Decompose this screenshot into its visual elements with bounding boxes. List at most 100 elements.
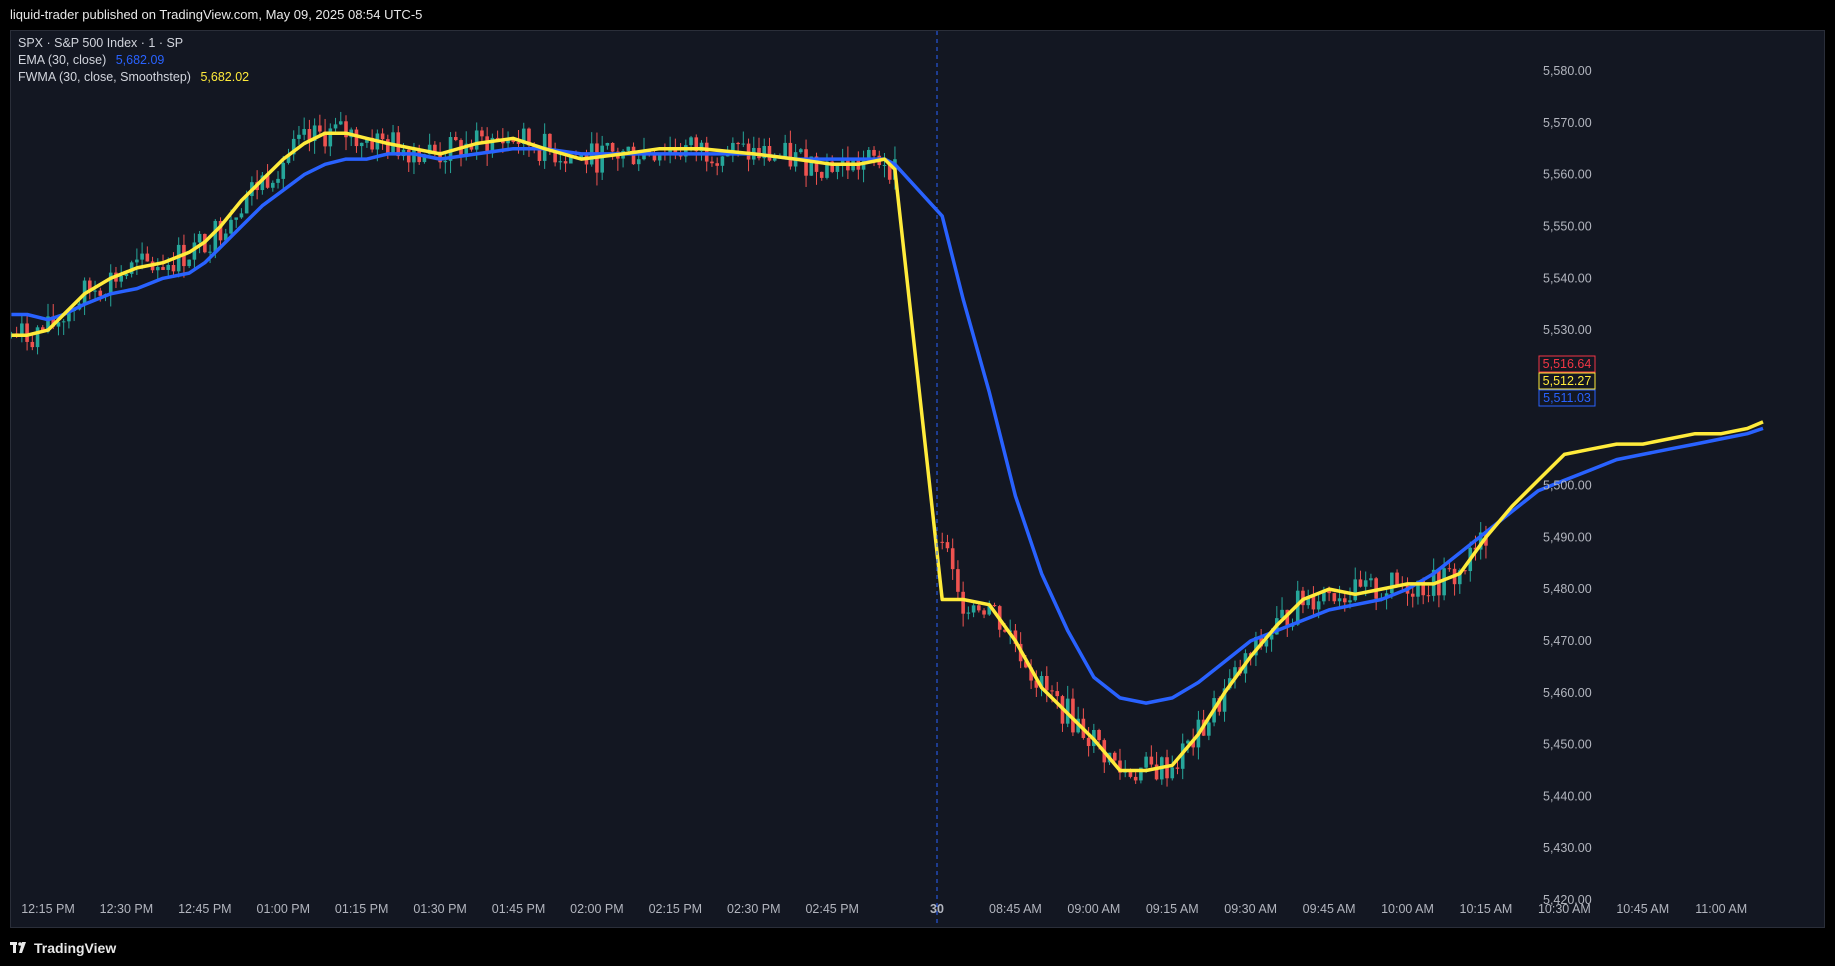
candle-body bbox=[412, 150, 416, 163]
price-label-box-last bbox=[1538, 355, 1596, 373]
candle-body bbox=[161, 267, 165, 270]
candle-body bbox=[1207, 722, 1211, 736]
candle-body bbox=[1342, 598, 1347, 603]
tradingview-logo-icon bbox=[10, 942, 26, 953]
x-tick-label: 10:30 AM bbox=[1538, 902, 1591, 916]
legend-ema-label[interactable]: EMA (30, close) bbox=[18, 53, 107, 67]
candle-body bbox=[187, 259, 191, 267]
candle-body bbox=[950, 548, 955, 570]
chart-canvas[interactable]: 5,580.00 5,570.00 5,560.00 5,550.00 5,540.00… bbox=[11, 31, 1824, 927]
candle-body bbox=[971, 605, 976, 613]
x-tick-label: 09:15 AM bbox=[1146, 902, 1199, 916]
candle-body bbox=[51, 316, 56, 327]
price-label-box-fwma bbox=[1538, 372, 1596, 390]
legend-fwma-value: 5,682.02 bbox=[200, 70, 250, 84]
price-axis: 5,580.00 5,570.00 5,560.00 5,550.00 5,540.00… bbox=[1543, 64, 1592, 907]
candle-body bbox=[1410, 593, 1415, 597]
candle-body bbox=[1044, 676, 1049, 691]
y-tick-label: 5,580.00 bbox=[1543, 64, 1592, 78]
candle-body bbox=[762, 145, 767, 159]
candle-body bbox=[406, 149, 411, 163]
tradingview-logo[interactable]: TradingView bbox=[10, 940, 116, 956]
legend-symbol[interactable]: SPX · S&P 500 Index · 1 · SP bbox=[18, 36, 184, 50]
candle-body bbox=[1180, 743, 1185, 769]
candle-body bbox=[1269, 634, 1274, 640]
x-tick-label: 12:15 PM bbox=[21, 902, 75, 916]
fwma-line[interactable] bbox=[11, 131, 1764, 773]
candle-body bbox=[569, 156, 573, 164]
candle-body bbox=[1118, 760, 1122, 773]
price-labels-layer: 5,516.64 5,512.27 5,511.03 bbox=[1538, 355, 1596, 407]
tradingview-brand: TradingView bbox=[34, 940, 117, 956]
x-tick-label: 02:30 PM bbox=[727, 902, 781, 916]
candle-body bbox=[1034, 680, 1039, 688]
candle-body bbox=[1358, 579, 1363, 587]
candle-body bbox=[1112, 752, 1117, 761]
legend-fwma-label[interactable]: FWMA (30, close, Smoothstep) bbox=[18, 70, 191, 84]
candle-body bbox=[668, 148, 672, 155]
candle-body bbox=[516, 141, 521, 144]
candle-body bbox=[1055, 691, 1060, 697]
candle-body bbox=[579, 155, 584, 158]
candle-body bbox=[1233, 667, 1237, 679]
candle-body bbox=[548, 133, 552, 149]
candle-body bbox=[1348, 600, 1352, 603]
candle-body bbox=[1149, 756, 1154, 765]
candle-body bbox=[610, 142, 615, 152]
candle-body bbox=[208, 251, 212, 253]
publisher-line: liquid-trader published on TradingView.c… bbox=[0, 0, 1835, 30]
candle-body bbox=[710, 161, 714, 164]
candle-body bbox=[1217, 698, 1222, 712]
x-tick-label: 10:15 AM bbox=[1460, 902, 1513, 916]
candle-body bbox=[438, 151, 442, 163]
candle-body bbox=[1264, 639, 1269, 647]
candle-body bbox=[956, 569, 960, 592]
candle-body bbox=[234, 217, 239, 220]
candle-body bbox=[1133, 776, 1138, 781]
candle-body bbox=[171, 264, 176, 272]
candle-body bbox=[987, 605, 992, 615]
chart-frame[interactable]: 5,580.00 5,570.00 5,560.00 5,550.00 5,540.00… bbox=[10, 30, 1825, 928]
candle-body bbox=[1384, 593, 1389, 598]
candle-body bbox=[1285, 609, 1290, 627]
candle-body bbox=[809, 156, 814, 176]
candle-body bbox=[600, 145, 604, 173]
candle-body bbox=[490, 137, 495, 154]
candle-body bbox=[1426, 595, 1431, 597]
candle-body bbox=[338, 121, 343, 125]
candle-body bbox=[155, 267, 160, 271]
candle-body bbox=[814, 156, 819, 172]
candle-body bbox=[1421, 580, 1426, 596]
candle-body bbox=[1029, 667, 1033, 681]
candle-body bbox=[365, 137, 369, 143]
candle-body bbox=[1463, 570, 1467, 572]
candle-body bbox=[992, 605, 997, 607]
candle-body bbox=[286, 154, 291, 163]
candle-body bbox=[961, 591, 965, 614]
x-tick-label: 10:00 AM bbox=[1381, 902, 1434, 916]
candle-body bbox=[825, 161, 829, 178]
candle-body bbox=[1306, 596, 1310, 606]
ema-line[interactable] bbox=[11, 146, 1764, 705]
y-tick-label: 5,460.00 bbox=[1543, 686, 1592, 700]
y-tick-label: 5,450.00 bbox=[1543, 738, 1592, 752]
candle-body bbox=[422, 154, 427, 163]
candle-body bbox=[819, 171, 824, 178]
candle-body bbox=[1139, 767, 1143, 781]
candle-body bbox=[835, 164, 840, 172]
candle-body bbox=[56, 322, 61, 327]
y-tick-label: 5,420.00 bbox=[1543, 893, 1592, 907]
candle-body bbox=[563, 161, 568, 164]
candle-body bbox=[46, 316, 50, 332]
time-axis: 12:15 PM 12:30 PM 12:45 PM 01:00 PM 01:15 PM… bbox=[21, 31, 1747, 927]
candle-body bbox=[1395, 572, 1399, 585]
chart-legend: SPX · S&P 500 Index · 1 · SP EMA (30, cl… bbox=[18, 35, 255, 86]
candle-body bbox=[788, 142, 793, 167]
candle-body bbox=[281, 162, 286, 179]
candle-body bbox=[359, 142, 364, 147]
candle-body bbox=[783, 142, 787, 157]
candle-body bbox=[433, 144, 437, 152]
candle-body bbox=[731, 142, 735, 154]
candle-body bbox=[1154, 764, 1159, 780]
y-tick-label: 5,500.00 bbox=[1543, 479, 1592, 493]
